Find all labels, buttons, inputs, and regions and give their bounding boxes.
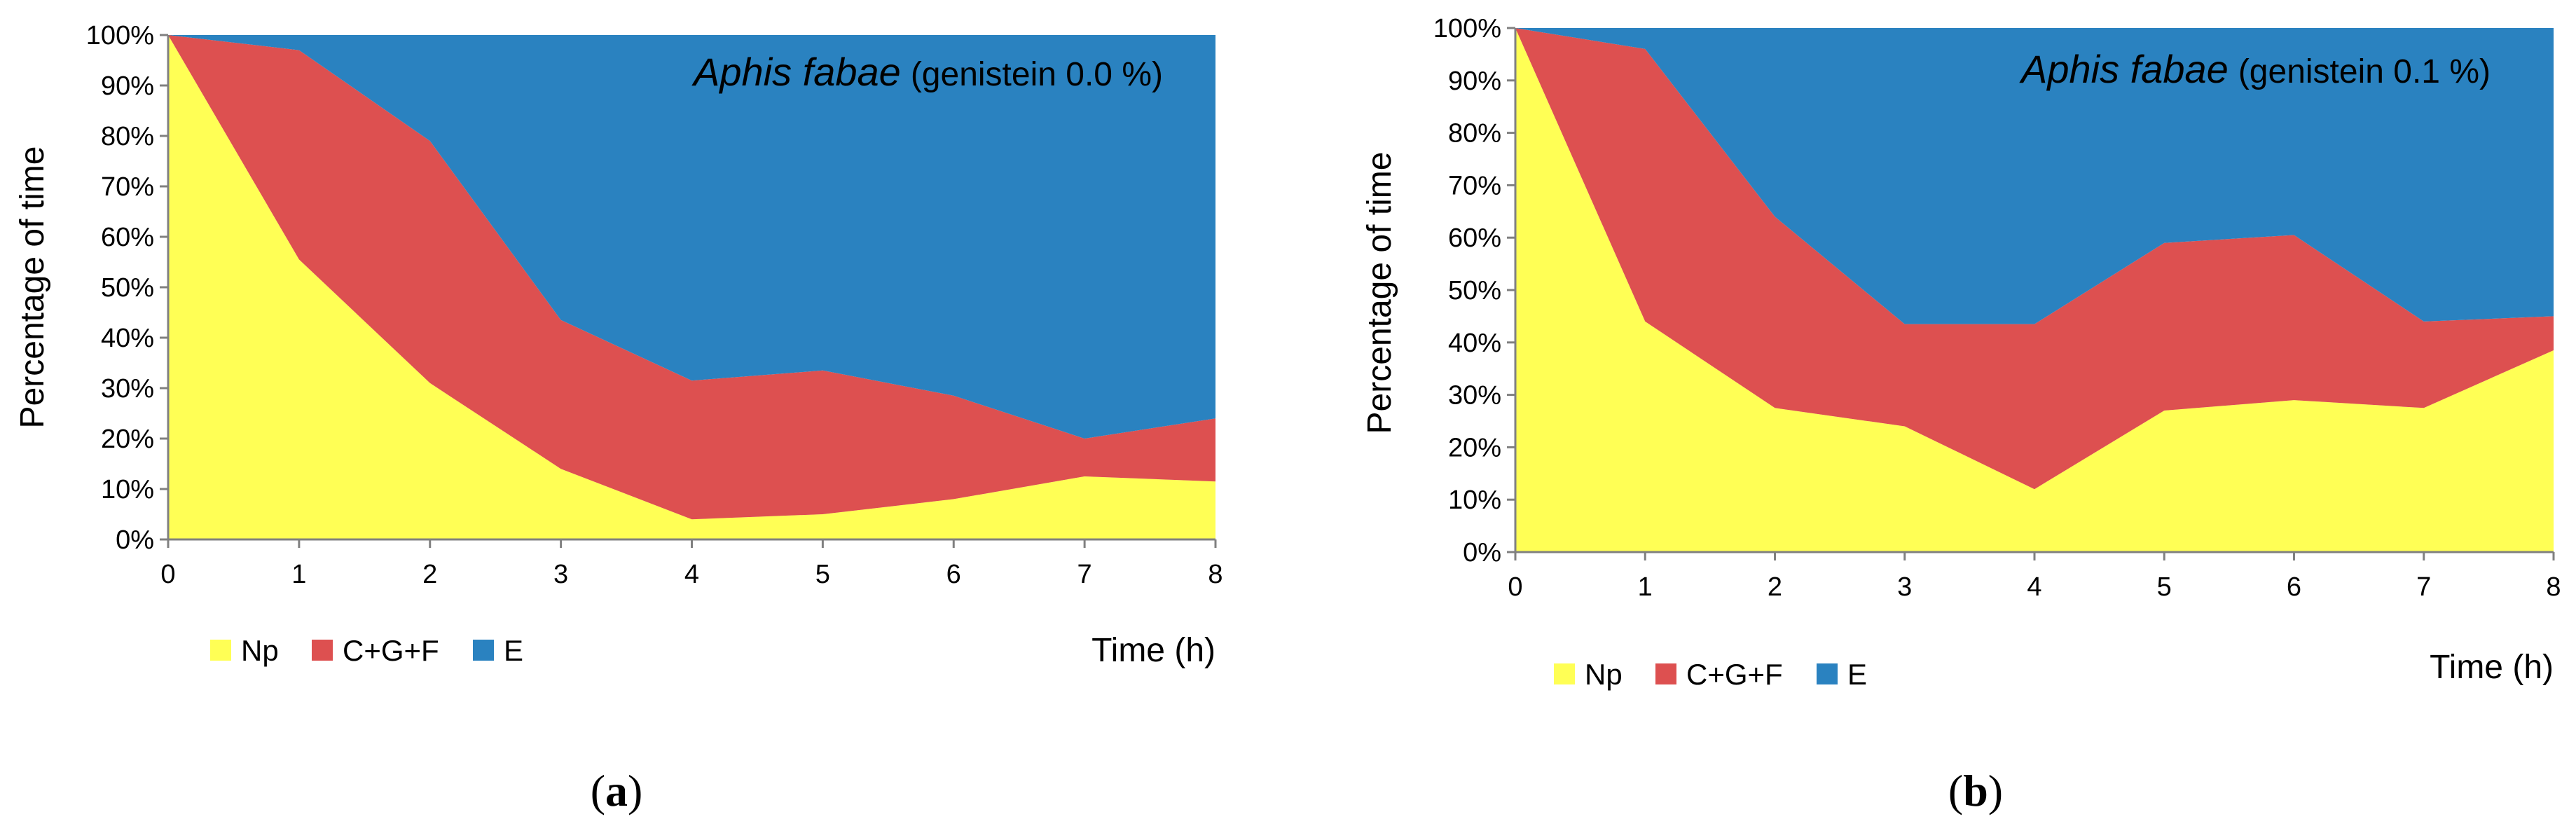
x-tick-label: 4 bbox=[2027, 572, 2041, 602]
x-tick-label: 5 bbox=[815, 560, 830, 589]
area-series-c-g-f bbox=[168, 35, 1215, 520]
x-tick-label: 2 bbox=[1768, 572, 1782, 602]
y-tick-label: 30% bbox=[101, 374, 154, 404]
legend: Np C+G+F E bbox=[210, 634, 523, 667]
y-axis-ticks: 0% 10% 20% 30% 40% 50% 60% 70% 80% 90% 100% bbox=[1433, 14, 1515, 567]
y-tick-label: 80% bbox=[1448, 119, 1501, 149]
annotation-species: Aphis fabae bbox=[2019, 47, 2229, 91]
y-tick-label: 90% bbox=[1448, 67, 1501, 96]
panel-label: (b) bbox=[1948, 766, 2003, 815]
x-tick-label: 1 bbox=[291, 560, 306, 589]
y-tick-label: 100% bbox=[86, 21, 154, 50]
x-tick-label: 8 bbox=[2546, 572, 2561, 602]
legend-label: C+G+F bbox=[1686, 658, 1783, 691]
x-tick-label: 6 bbox=[946, 560, 961, 589]
legend-swatch bbox=[210, 640, 231, 661]
y-tick-label: 70% bbox=[101, 172, 154, 202]
x-tick-label: 0 bbox=[1508, 572, 1522, 602]
x-tick-label: 2 bbox=[422, 560, 437, 589]
y-tick-label: 30% bbox=[1448, 381, 1501, 411]
x-tick-label: 3 bbox=[1897, 572, 1912, 602]
x-tick-label: 6 bbox=[2287, 572, 2301, 602]
y-tick-label: 60% bbox=[101, 223, 154, 252]
area-series-np bbox=[168, 35, 1215, 539]
legend: Np C+G+F E bbox=[1554, 658, 1867, 691]
chart-panel-a: 0% 10% 20% 30% 40% 50% 60% 70% 80% 90% 100% 0 1 2 3 4 5… bbox=[14, 21, 1223, 815]
legend-label: E bbox=[1847, 658, 1867, 691]
x-tick-label: 1 bbox=[1638, 572, 1653, 602]
legend-swatch bbox=[312, 640, 333, 661]
x-tick-label: 0 bbox=[160, 560, 175, 589]
legend-swatch bbox=[473, 640, 494, 661]
y-tick-label: 60% bbox=[1448, 223, 1501, 253]
x-axis-title: Time (h) bbox=[2430, 649, 2554, 686]
legend-label: E bbox=[504, 634, 523, 667]
y-tick-label: 0% bbox=[1463, 538, 1501, 567]
x-tick-label: 7 bbox=[2416, 572, 2431, 602]
y-tick-label: 100% bbox=[1433, 14, 1501, 43]
y-tick-label: 20% bbox=[1448, 433, 1501, 462]
panel-label-letter: a bbox=[605, 766, 628, 815]
y-axis-title: Percentage of time bbox=[1361, 152, 1398, 434]
area-series-e bbox=[1515, 28, 2554, 324]
area-layer bbox=[168, 35, 1215, 539]
x-tick-label: 3 bbox=[553, 560, 568, 589]
y-tick-label: 50% bbox=[101, 273, 154, 303]
x-tick-label: 8 bbox=[1208, 560, 1222, 589]
y-tick-label: 10% bbox=[101, 475, 154, 504]
area-series-e bbox=[168, 35, 1215, 439]
legend-swatch bbox=[1817, 663, 1838, 684]
y-tick-label: 90% bbox=[101, 71, 154, 101]
x-axis-ticks: 0 1 2 3 4 5 6 7 8 bbox=[1508, 552, 2561, 602]
annotation-condition: (genistein 0.0 %) bbox=[911, 56, 1163, 93]
y-tick-label: 0% bbox=[116, 525, 154, 555]
x-tick-label: 5 bbox=[2157, 572, 2172, 602]
y-axis-ticks: 0% 10% 20% 30% 40% 50% 60% 70% 80% 90% 100% bbox=[86, 21, 168, 555]
legend-label: Np bbox=[241, 634, 279, 667]
y-tick-label: 10% bbox=[1448, 486, 1501, 515]
legend-label: C+G+F bbox=[343, 634, 439, 667]
annotation-species: Aphis fabae bbox=[691, 50, 901, 94]
area-series-c-g-f bbox=[1515, 28, 2554, 490]
x-axis-title: Time (h) bbox=[1091, 632, 1215, 669]
y-tick-label: 40% bbox=[1448, 329, 1501, 358]
chart-panel-b: 0% 10% 20% 30% 40% 50% 60% 70% 80% 90% 100% 0 1 2 3 4 5… bbox=[1361, 14, 2561, 815]
annotation-condition: (genistein 0.1 %) bbox=[2238, 53, 2491, 90]
legend-swatch bbox=[1554, 663, 1575, 684]
chart-annotation: Aphis fabae (genistein 0.1 %) bbox=[2019, 47, 2491, 91]
chart-annotation: Aphis fabae (genistein 0.0 %) bbox=[691, 50, 1163, 94]
area-series-np bbox=[1515, 28, 2554, 552]
y-axis-title: Percentage of time bbox=[14, 146, 51, 429]
y-tick-label: 40% bbox=[101, 324, 154, 353]
x-tick-label: 7 bbox=[1077, 560, 1092, 589]
y-tick-label: 70% bbox=[1448, 171, 1501, 200]
y-tick-label: 80% bbox=[101, 122, 154, 151]
panel-label-letter: b bbox=[1963, 766, 1988, 815]
y-tick-label: 50% bbox=[1448, 276, 1501, 305]
legend-swatch bbox=[1655, 663, 1676, 684]
x-tick-label: 4 bbox=[684, 560, 699, 589]
legend-label: Np bbox=[1585, 658, 1623, 691]
y-tick-label: 20% bbox=[101, 425, 154, 454]
x-axis-ticks: 0 1 2 3 4 5 6 7 8 bbox=[160, 539, 1223, 589]
panel-label: (a) bbox=[591, 766, 643, 815]
area-layer bbox=[1515, 28, 2554, 552]
